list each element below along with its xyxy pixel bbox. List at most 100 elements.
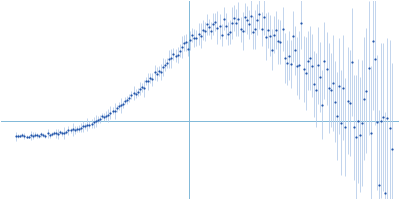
- Point: [388, 148, 395, 151]
- Point: [143, 79, 149, 83]
- Point: [200, 28, 206, 32]
- Point: [82, 124, 88, 128]
- Point: [374, 121, 380, 124]
- Point: [313, 88, 319, 92]
- Point: [17, 134, 24, 137]
- Point: [334, 115, 340, 118]
- Point: [99, 115, 105, 118]
- Point: [323, 67, 330, 70]
- Point: [357, 133, 363, 136]
- Point: [65, 129, 72, 132]
- Point: [72, 128, 78, 131]
- Point: [351, 126, 357, 129]
- Point: [273, 28, 280, 31]
- Point: [242, 16, 248, 19]
- Point: [208, 29, 214, 32]
- Point: [229, 22, 235, 25]
- Point: [120, 103, 126, 106]
- Point: [92, 120, 99, 123]
- Point: [139, 86, 145, 89]
- Point: [147, 76, 154, 79]
- Point: [225, 32, 231, 35]
- Point: [32, 133, 38, 136]
- Point: [40, 134, 46, 137]
- Point: [254, 18, 260, 21]
- Point: [218, 33, 225, 36]
- Point: [244, 19, 250, 22]
- Point: [162, 63, 168, 67]
- Point: [50, 132, 57, 135]
- Point: [57, 130, 63, 134]
- Point: [166, 58, 172, 61]
- Point: [158, 70, 164, 73]
- Point: [38, 133, 44, 136]
- Point: [174, 53, 181, 57]
- Point: [202, 30, 208, 33]
- Point: [348, 60, 355, 63]
- Point: [378, 119, 384, 122]
- Point: [330, 81, 336, 85]
- Point: [88, 122, 95, 125]
- Point: [183, 41, 189, 44]
- Point: [95, 118, 101, 121]
- Point: [256, 12, 263, 16]
- Point: [326, 86, 332, 89]
- Point: [13, 135, 19, 138]
- Point: [252, 28, 258, 31]
- Point: [26, 135, 32, 138]
- Point: [61, 131, 68, 134]
- Point: [137, 87, 143, 90]
- Point: [300, 68, 307, 71]
- Point: [19, 134, 26, 137]
- Point: [44, 132, 51, 135]
- Point: [23, 135, 30, 138]
- Point: [206, 25, 212, 28]
- Point: [258, 28, 265, 31]
- Point: [185, 47, 191, 50]
- Point: [216, 25, 223, 28]
- Point: [78, 126, 84, 129]
- Point: [344, 99, 351, 102]
- Point: [233, 21, 240, 24]
- Point: [118, 104, 124, 107]
- Point: [105, 114, 112, 117]
- Point: [90, 121, 97, 124]
- Point: [145, 80, 152, 83]
- Point: [275, 40, 282, 43]
- Point: [340, 86, 346, 89]
- Point: [46, 134, 53, 137]
- Point: [271, 33, 277, 36]
- Point: [382, 191, 388, 195]
- Point: [384, 117, 391, 120]
- Point: [168, 57, 174, 60]
- Point: [292, 48, 298, 52]
- Point: [365, 66, 372, 69]
- Point: [223, 24, 229, 27]
- Point: [338, 121, 344, 124]
- Point: [309, 64, 315, 67]
- Point: [80, 125, 86, 128]
- Point: [181, 41, 187, 45]
- Point: [178, 45, 185, 48]
- Point: [34, 134, 40, 137]
- Point: [36, 134, 42, 137]
- Point: [63, 130, 70, 133]
- Point: [294, 64, 300, 68]
- Point: [74, 127, 80, 130]
- Point: [53, 132, 59, 135]
- Point: [116, 104, 122, 108]
- Point: [370, 39, 376, 42]
- Point: [172, 54, 179, 57]
- Point: [21, 134, 28, 137]
- Point: [76, 127, 82, 131]
- Point: [231, 16, 238, 19]
- Point: [376, 184, 382, 187]
- Point: [237, 28, 244, 31]
- Point: [246, 23, 252, 26]
- Point: [277, 41, 284, 44]
- Point: [86, 123, 93, 126]
- Point: [368, 132, 374, 135]
- Point: [134, 90, 141, 94]
- Point: [112, 109, 118, 112]
- Point: [15, 134, 21, 137]
